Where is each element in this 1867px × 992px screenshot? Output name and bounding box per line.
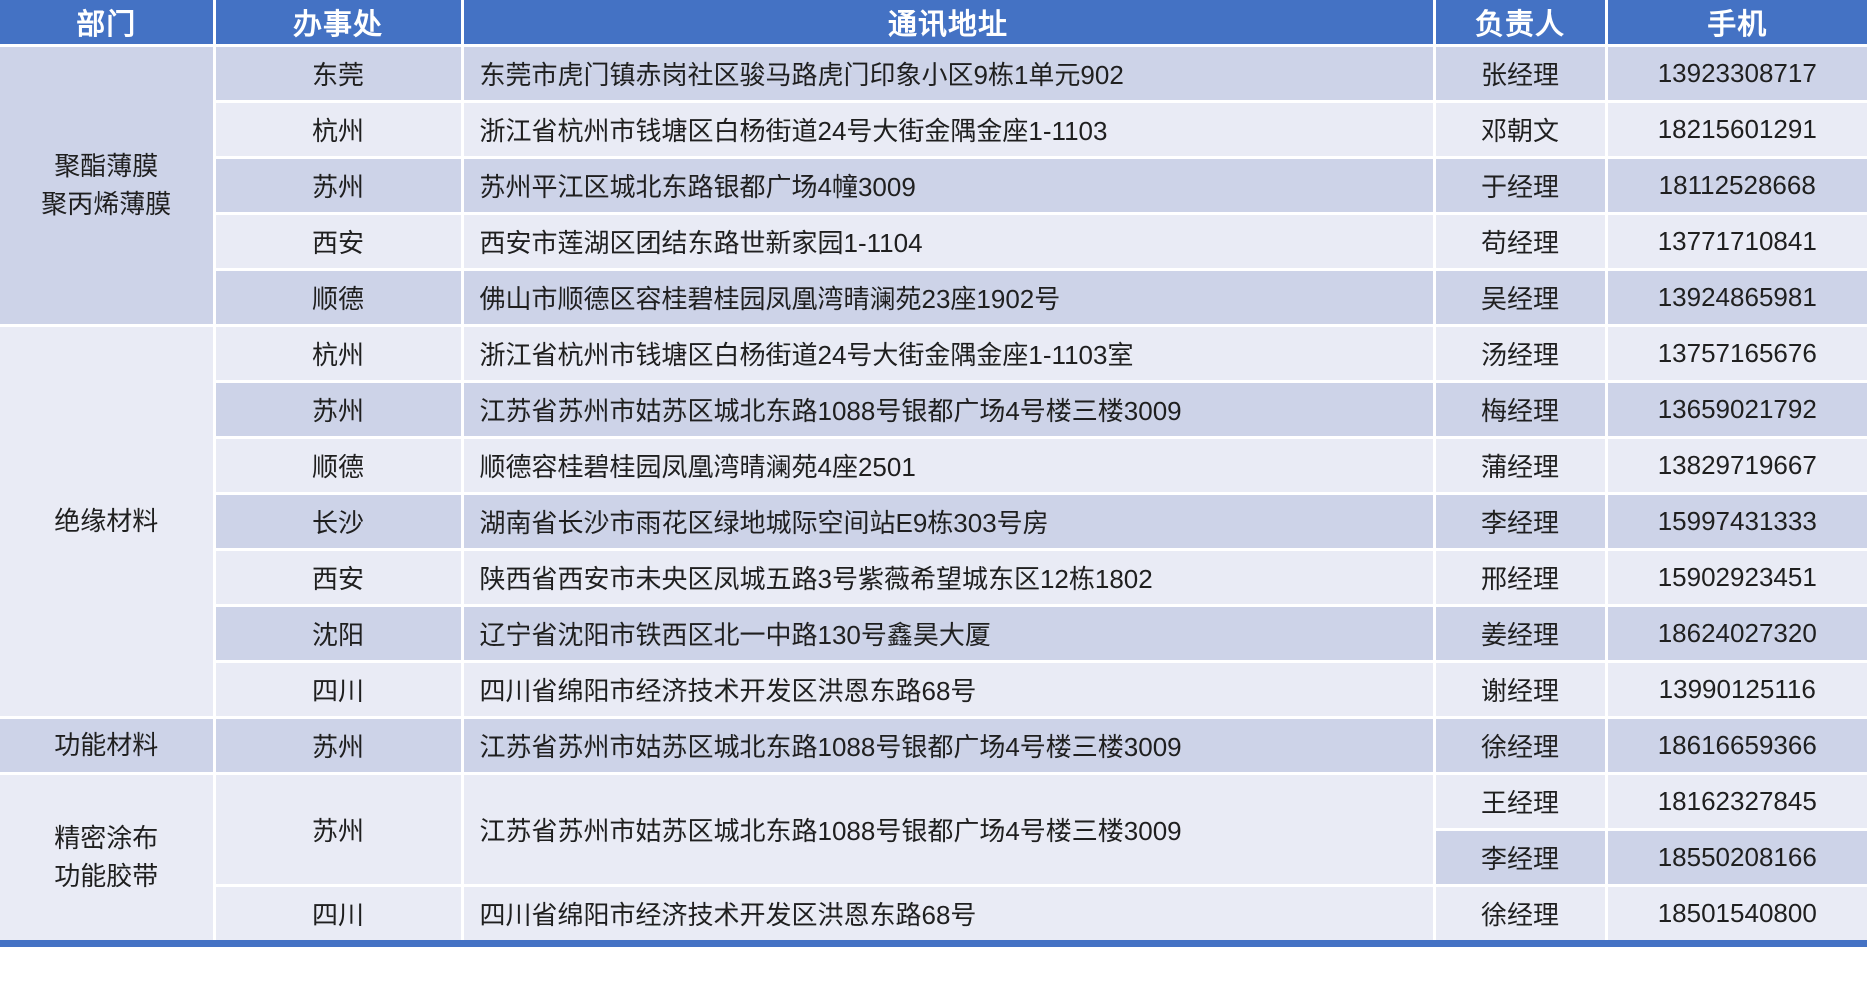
manager-cell: 李经理: [1432, 492, 1608, 551]
manager-cell: 于经理: [1432, 156, 1608, 215]
office-cell: 四川: [212, 884, 464, 945]
address-cell: 顺德容桂碧桂园凤凰湾晴澜苑4座2501: [460, 436, 1436, 495]
office-cell: 苏州: [212, 380, 464, 439]
address-cell: 江苏省苏州市姑苏区城北东路1088号银都广场4号楼三楼3009: [460, 380, 1436, 439]
manager-cell: 蒲经理: [1432, 436, 1608, 495]
manager-cell: 梅经理: [1432, 380, 1608, 439]
office-cell: 苏州: [212, 716, 464, 775]
phone-cell: 18215601291: [1604, 100, 1867, 159]
table-row: 苏州 苏州平江区城北东路银都广场4幢3009 于经理 18112528668: [0, 156, 1867, 215]
table-row: 顺德 佛山市顺德区容桂碧桂园凤凰湾晴澜苑23座1902号 吴经理 1392486…: [0, 268, 1867, 327]
table-row: 精密涂布 功能胶带 苏州 江苏省苏州市姑苏区城北东路1088号银都广场4号楼三楼…: [0, 772, 1867, 945]
address-cell: 浙江省杭州市钱塘区白杨街道24号大街金隅金座1-1103: [460, 100, 1436, 159]
address-cell: 陕西省西安市未央区凤城五路3号紫薇希望城东区12栋1802: [460, 548, 1436, 607]
manager-cell: 徐经理: [1432, 884, 1608, 945]
phone-cell: 13990125116: [1604, 660, 1867, 719]
department-cell: 绝缘材料: [0, 324, 216, 719]
phone-cell: 15997431333: [1604, 492, 1867, 551]
table-row: 长沙 湖南省长沙市雨花区绿地城际空间站E9栋303号房 李经理 15997431…: [0, 492, 1867, 551]
phone-cell: 18550208166: [1604, 828, 1867, 887]
office-cell: 苏州: [212, 156, 464, 215]
table-row: 顺德 顺德容桂碧桂园凤凰湾晴澜苑4座2501 蒲经理 13829719667: [0, 436, 1867, 495]
table-row: 杭州 浙江省杭州市钱塘区白杨街道24号大街金隅金座1-1103 邓朝文 1821…: [0, 100, 1867, 159]
manager-cell: 邓朝文: [1432, 100, 1608, 159]
department-cell: 聚酯薄膜 聚丙烯薄膜: [0, 44, 216, 327]
table-row: 西安 陕西省西安市未央区凤城五路3号紫薇希望城东区12栋1802 邢经理 159…: [0, 548, 1867, 607]
col-header-address: 通讯地址: [460, 0, 1436, 47]
office-cell: 西安: [212, 548, 464, 607]
phone-cell: 13771710841: [1604, 212, 1867, 271]
manager-cell: 张经理: [1432, 44, 1608, 103]
manager-cell: 苟经理: [1432, 212, 1608, 271]
table-row: 绝缘材料 杭州 浙江省杭州市钱塘区白杨街道24号大街金隅金座1-1103室 汤经…: [0, 324, 1867, 719]
address-cell: 湖南省长沙市雨花区绿地城际空间站E9栋303号房: [460, 492, 1436, 551]
address-cell: 西安市莲湖区团结东路世新家园1-1104: [460, 212, 1436, 271]
phone-cell: 13924865981: [1604, 268, 1867, 327]
office-cell: 顺德: [212, 436, 464, 495]
address-cell: 四川省绵阳市经济技术开发区洪恩东路68号: [460, 884, 1436, 945]
table-row: 西安 西安市莲湖区团结东路世新家园1-1104 苟经理 13771710841: [0, 212, 1867, 271]
office-cell: 苏州: [212, 772, 464, 887]
header-row: 部门 办事处 通讯地址 负责人 手机: [0, 0, 1867, 47]
address-cell: 佛山市顺德区容桂碧桂园凤凰湾晴澜苑23座1902号: [460, 268, 1436, 327]
office-cell: 杭州: [212, 100, 464, 159]
department-cell: 功能材料: [0, 716, 216, 775]
phone-cell: 18624027320: [1604, 604, 1867, 663]
manager-cell: 徐经理: [1432, 716, 1608, 775]
manager-cell: 吴经理: [1432, 268, 1608, 327]
phone-cell: 13659021792: [1604, 380, 1867, 439]
contact-table: 部门 办事处 通讯地址 负责人 手机 聚酯薄膜 聚丙烯薄膜 东莞 东莞市虎门镇赤…: [0, 0, 1867, 947]
office-cell: 沈阳: [212, 604, 464, 663]
office-cell: 四川: [212, 660, 464, 719]
phone-cell: 13757165676: [1604, 324, 1867, 383]
phone-cell: 18112528668: [1604, 156, 1867, 215]
address-cell: 辽宁省沈阳市铁西区北一中路130号鑫昊大厦: [460, 604, 1436, 663]
office-cell: 顺德: [212, 268, 464, 327]
address-cell: 东莞市虎门镇赤岗社区骏马路虎门印象小区9栋1单元902: [460, 44, 1436, 103]
table-row: 苏州 江苏省苏州市姑苏区城北东路1088号银都广场4号楼三楼3009 梅经理 1…: [0, 380, 1867, 439]
manager-cell: 谢经理: [1432, 660, 1608, 719]
table-row: 李经理 18550208166: [0, 828, 1867, 887]
table-row: 沈阳 辽宁省沈阳市铁西区北一中路130号鑫昊大厦 姜经理 18624027320: [0, 604, 1867, 663]
table-row: 四川 四川省绵阳市经济技术开发区洪恩东路68号 谢经理 13990125116: [0, 660, 1867, 719]
manager-cell: 邢经理: [1432, 548, 1608, 607]
col-header-office: 办事处: [212, 0, 464, 47]
phone-cell: 13829719667: [1604, 436, 1867, 495]
office-cell: 杭州: [212, 324, 464, 383]
manager-cell: 王经理: [1432, 772, 1608, 831]
manager-cell: 汤经理: [1432, 324, 1608, 383]
address-cell: 江苏省苏州市姑苏区城北东路1088号银都广场4号楼三楼3009: [460, 772, 1436, 887]
phone-cell: 18616659366: [1604, 716, 1867, 775]
manager-cell: 李经理: [1432, 828, 1608, 887]
col-header-manager: 负责人: [1432, 0, 1608, 47]
office-cell: 长沙: [212, 492, 464, 551]
address-cell: 苏州平江区城北东路银都广场4幢3009: [460, 156, 1436, 215]
phone-cell: 15902923451: [1604, 548, 1867, 607]
col-header-phone: 手机: [1604, 0, 1867, 47]
address-cell: 四川省绵阳市经济技术开发区洪恩东路68号: [460, 660, 1436, 719]
phone-cell: 13923308717: [1604, 44, 1867, 103]
col-header-department: 部门: [0, 0, 216, 47]
table-row: 功能材料 苏州 江苏省苏州市姑苏区城北东路1088号银都广场4号楼三楼3009 …: [0, 716, 1867, 775]
office-cell: 东莞: [212, 44, 464, 103]
table-row: 四川 四川省绵阳市经济技术开发区洪恩东路68号 徐经理 18501540800: [0, 884, 1867, 945]
table-row: 聚酯薄膜 聚丙烯薄膜 东莞 东莞市虎门镇赤岗社区骏马路虎门印象小区9栋1单元90…: [0, 44, 1867, 327]
office-cell: 西安: [212, 212, 464, 271]
manager-cell: 姜经理: [1432, 604, 1608, 663]
address-cell: 江苏省苏州市姑苏区城北东路1088号银都广场4号楼三楼3009: [460, 716, 1436, 775]
phone-cell: 18501540800: [1604, 884, 1867, 945]
phone-cell: 18162327845: [1604, 772, 1867, 831]
department-cell: 精密涂布 功能胶带: [0, 772, 216, 945]
address-cell: 浙江省杭州市钱塘区白杨街道24号大街金隅金座1-1103室: [460, 324, 1436, 383]
